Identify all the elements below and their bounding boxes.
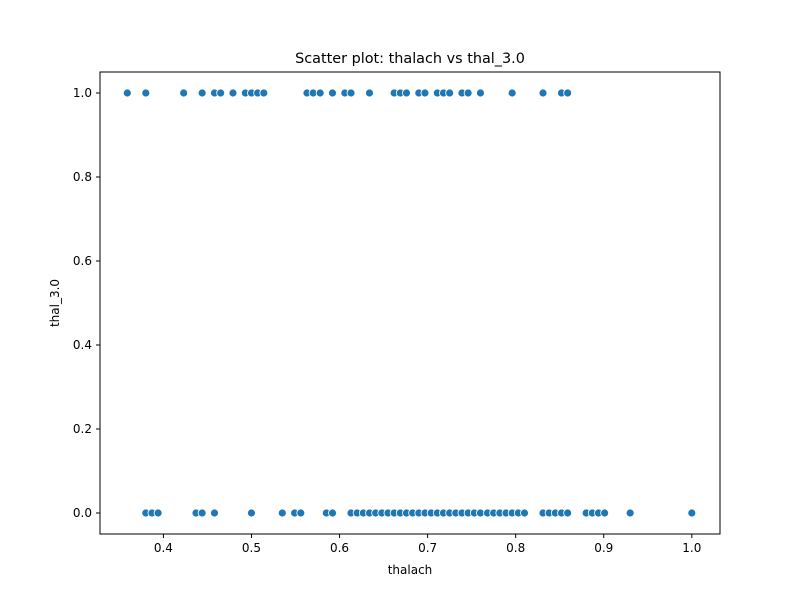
x-axis-ticks: 0.4 0.5 0.6 0.7 0.8 0.9 1.0 bbox=[154, 534, 701, 555]
x-tick-label: 0.5 bbox=[242, 541, 261, 555]
y-tick-label: 0.2 bbox=[73, 422, 92, 436]
data-point bbox=[210, 508, 219, 518]
x-tick-label: 0.7 bbox=[418, 541, 437, 555]
data-point bbox=[259, 88, 269, 98]
data-point bbox=[687, 508, 697, 518]
data-point bbox=[153, 508, 163, 518]
data-point bbox=[216, 88, 226, 98]
x-tick-label: 0.9 bbox=[594, 541, 613, 555]
data-point bbox=[296, 508, 306, 518]
data-point bbox=[179, 88, 189, 98]
data-point bbox=[538, 88, 548, 98]
y-tick-label: 0.4 bbox=[73, 338, 92, 352]
data-point bbox=[507, 88, 517, 98]
data-point bbox=[346, 88, 356, 98]
data-point bbox=[197, 88, 207, 98]
data-point bbox=[463, 88, 473, 98]
x-tick-label: 1.0 bbox=[682, 541, 701, 555]
y-tick-label: 0.8 bbox=[73, 170, 92, 184]
y-tick-label: 0.0 bbox=[73, 506, 92, 520]
y-axis-label: thal_3.0 bbox=[48, 279, 62, 327]
x-tick-label: 0.6 bbox=[330, 541, 349, 555]
data-point bbox=[228, 88, 238, 98]
data-point bbox=[402, 88, 411, 98]
data-point bbox=[247, 508, 256, 518]
data-point bbox=[365, 88, 374, 98]
y-tick-label: 1.0 bbox=[73, 86, 92, 100]
data-point bbox=[277, 508, 287, 518]
data-point bbox=[600, 508, 610, 518]
x-tick-label: 0.8 bbox=[506, 541, 525, 555]
data-point bbox=[328, 88, 337, 98]
data-point bbox=[520, 508, 529, 518]
data-point bbox=[315, 88, 325, 98]
x-tick-label: 0.4 bbox=[154, 541, 173, 555]
data-point bbox=[420, 88, 430, 98]
data-point bbox=[563, 88, 573, 98]
data-point bbox=[563, 508, 573, 518]
plot-frame bbox=[99, 71, 721, 535]
data-point bbox=[476, 88, 485, 98]
data-point bbox=[122, 88, 132, 98]
x-axis-label: thalach bbox=[388, 563, 433, 577]
y-axis-ticks: 0.0 0.2 0.4 0.6 0.8 1.0 bbox=[73, 86, 100, 520]
data-point bbox=[197, 508, 207, 518]
chart-title: Scatter plot: thalach vs thal_3.0 bbox=[295, 51, 525, 67]
data-point bbox=[328, 508, 337, 518]
y-tick-label: 0.6 bbox=[73, 254, 92, 268]
data-point bbox=[141, 88, 151, 98]
data-point bbox=[445, 88, 455, 98]
data-point bbox=[625, 508, 635, 518]
data-points bbox=[122, 88, 697, 518]
